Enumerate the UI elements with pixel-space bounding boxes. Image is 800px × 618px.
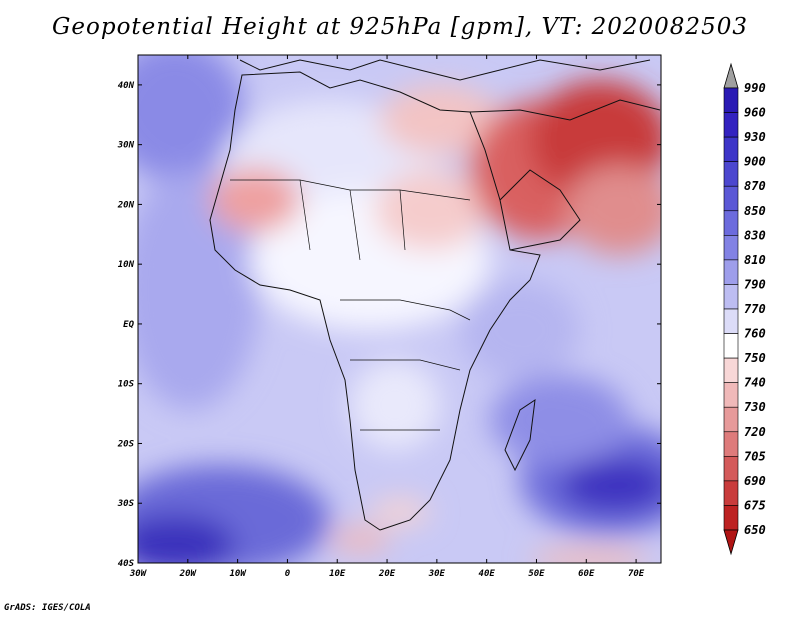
colorbar-label: 720 <box>744 425 766 439</box>
colorbar-label: 850 <box>744 204 766 218</box>
lat-tick-label: 10S <box>118 380 135 390</box>
colorbar-label: 930 <box>744 130 766 144</box>
colorbar-swatch <box>723 259 739 285</box>
colorbar-swatch <box>723 161 739 187</box>
colorbar-swatch <box>723 87 739 113</box>
colorbar-label: 790 <box>744 277 766 291</box>
colorbar-label: 960 <box>744 106 766 120</box>
lon-tick-label: 70E <box>628 569 645 579</box>
colorbar-label: 990 <box>744 81 766 95</box>
lat-tick-label: 20N <box>117 200 135 210</box>
lon-tick-label: 30E <box>428 569 446 579</box>
colorbar-label: 690 <box>744 474 766 488</box>
lat-tick-label: 40S <box>118 559 135 569</box>
colorbar-swatch <box>723 431 739 457</box>
lat-tick-label: 40N <box>118 81 135 91</box>
lon-tick-label: 20W <box>179 569 198 579</box>
lon-tick-label: 30W <box>129 569 148 579</box>
lat-tick-label: EQ <box>123 320 134 330</box>
colorbar-swatch <box>723 406 739 433</box>
longitude-axis: 30W 20W 10W 0 10E 20E 30E 40E 50E 60E 70E <box>129 55 645 579</box>
colorbar-swatch <box>723 235 739 261</box>
colorbar-swatch <box>723 308 739 334</box>
lat-tick-label: 10N <box>118 260 135 270</box>
lon-tick-label: 0 <box>285 569 291 579</box>
colorbar-swatch <box>723 210 739 236</box>
colorbar-bottom-arrow <box>723 529 739 556</box>
colorbar-label: 900 <box>744 155 766 169</box>
colorbar-label: 870 <box>744 179 766 193</box>
colorbar-label: 650 <box>744 523 766 537</box>
lat-tick-label: 30S <box>117 499 135 509</box>
colorbar-label: 740 <box>744 376 766 390</box>
colorbar-swatch <box>723 382 739 408</box>
credit-text: GrADS: IGES/COLA <box>4 603 91 613</box>
colorbar-label: 770 <box>744 302 766 316</box>
colorbar-swatch <box>723 136 739 162</box>
colorbar-swatch <box>723 357 739 383</box>
lon-tick-label: 10W <box>229 569 247 579</box>
lat-tick-label: 20S <box>117 439 135 449</box>
colorbar-swatch <box>723 480 739 506</box>
colorbar-label: 675 <box>744 498 766 512</box>
colorbar-label: 760 <box>744 327 766 341</box>
colorbar-label: 830 <box>744 228 766 242</box>
colorbar-swatch <box>723 456 739 482</box>
latitude-axis: 40N 30N 20N 10N EQ 10S 20S 30S 40S <box>117 81 661 569</box>
lon-tick-label: 60E <box>578 569 595 579</box>
colorbar: 990 960 930 900 870 850 830 810 790 770 760 750 740 7… <box>723 62 766 556</box>
lon-tick-label: 50E <box>528 569 545 579</box>
colorbar-label: 705 <box>744 449 766 463</box>
colorbar-swatch <box>723 284 739 310</box>
lon-tick-label: 40E <box>479 569 496 579</box>
colorbar-label: 750 <box>744 351 766 365</box>
lon-tick-label: 10E <box>329 569 346 579</box>
colorbar-label: 730 <box>744 400 766 414</box>
colorbar-label: 810 <box>744 253 766 267</box>
chart-title: Geopotential Height at 925hPa [gpm], VT:… <box>52 14 748 40</box>
colorbar-swatch <box>723 505 739 531</box>
geopotential-field <box>138 55 661 563</box>
map-frame <box>137 54 662 564</box>
lon-tick-label: 20E <box>378 569 396 579</box>
colorbar-swatch <box>723 112 739 138</box>
colorbar-swatch <box>723 185 739 212</box>
colorbar-top-arrow <box>723 62 739 89</box>
lat-tick-label: 30N <box>117 141 135 151</box>
colorbar-swatch <box>723 333 739 359</box>
